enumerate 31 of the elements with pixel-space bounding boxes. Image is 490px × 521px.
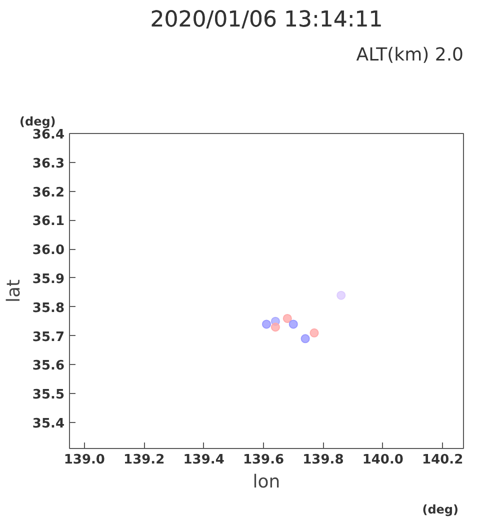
y-tick-label: 35.9 <box>32 272 65 287</box>
y-tick-label: 35.8 <box>32 300 65 316</box>
point <box>310 328 319 338</box>
y-tick-label: 35.4 <box>32 416 65 432</box>
y-tick-label: 35.7 <box>32 330 65 345</box>
point <box>282 314 292 323</box>
point <box>262 320 271 329</box>
y-tick-label: 36.2 <box>32 185 65 200</box>
point <box>336 290 346 300</box>
x-tick-label: 139.4 <box>183 452 224 468</box>
text: (deg) <box>422 502 459 516</box>
x-tick-label: 139.6 <box>242 452 284 468</box>
point <box>300 334 310 344</box>
x-tick-label: 140.2 <box>422 452 464 468</box>
x-tick-label: 139.2 <box>124 452 165 468</box>
y-tick-label: 36.3 <box>32 156 65 172</box>
x-axis-title: lon <box>252 472 280 492</box>
y-tick-label: 36.0 <box>32 243 65 258</box>
x-tick-label: 139.8 <box>302 452 344 468</box>
text: ALT(km) 2.0 <box>356 44 464 66</box>
text: (deg) <box>20 114 56 128</box>
chart-title: 2020/01/06 13:14:11 <box>150 8 383 32</box>
y-tick-label: 36.4 <box>32 128 65 142</box>
y-tick-label: 36.1 <box>32 214 65 230</box>
y-axis-title: lat <box>3 279 24 303</box>
point <box>288 320 298 329</box>
x-tick-label: 140.0 <box>362 452 404 468</box>
y-tick-label: 35.6 <box>32 358 65 374</box>
point <box>270 322 280 332</box>
x-tick-label: 139.0 <box>64 452 105 468</box>
y-tick-label: 35.5 <box>32 388 65 403</box>
